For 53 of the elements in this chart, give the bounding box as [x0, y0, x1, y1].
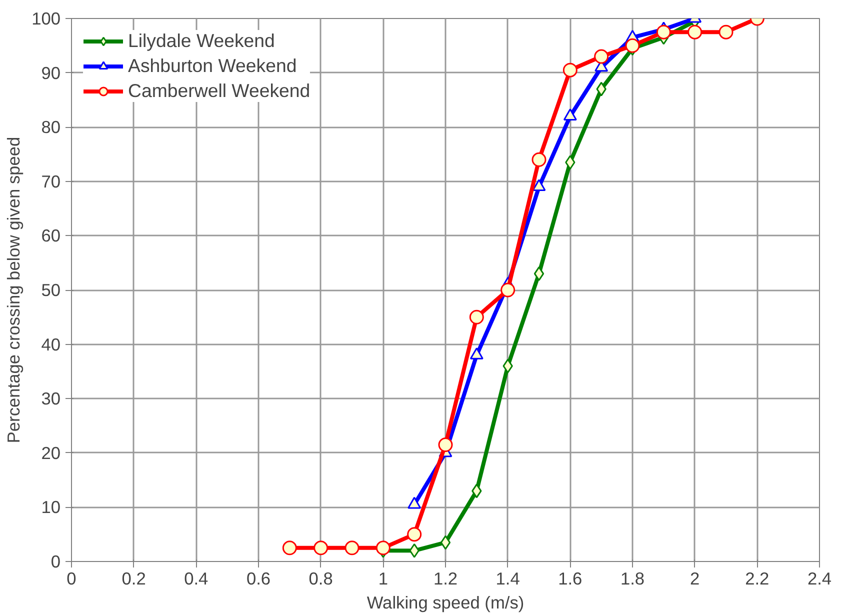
y-axis-title: Percentage crossing below given speed	[4, 136, 24, 444]
y-tick-label: 70	[41, 171, 61, 192]
point	[534, 266, 544, 281]
legend-label: Camberwell Weekend	[128, 80, 310, 102]
x-tick-label: 0	[66, 568, 76, 588]
y-tick-label: 20	[41, 442, 61, 463]
x-tick-label: 0.4	[184, 568, 209, 588]
point	[594, 49, 609, 64]
point	[562, 62, 578, 78]
y-tick-label: 50	[41, 280, 61, 300]
point	[440, 535, 451, 550]
y-tick-label: 80	[41, 117, 61, 138]
y-tick-label: 60	[41, 226, 61, 246]
point	[565, 155, 576, 170]
x-tick-label: 0.6	[246, 568, 271, 588]
x-tick-label: 2.2	[745, 568, 770, 588]
point	[656, 24, 671, 40]
x-tick-label: 0.2	[122, 568, 146, 588]
x-tick-label: 2	[690, 568, 700, 588]
x-tick-label: 2.4	[807, 568, 832, 588]
point	[376, 540, 390, 556]
legend-label: Lilydale Weekend	[128, 30, 275, 52]
point	[344, 540, 360, 556]
x-axis-title: Walking speed (m/s)	[366, 592, 524, 612]
point	[596, 82, 606, 96]
point	[502, 358, 513, 374]
point	[282, 540, 297, 556]
point	[563, 108, 577, 120]
point	[718, 24, 734, 40]
y-tick-label: 10	[41, 497, 61, 518]
point	[472, 484, 482, 498]
point	[438, 438, 453, 452]
y-tick-label: 0	[50, 552, 61, 572]
x-tick-label: 1.4	[496, 568, 520, 588]
point	[532, 179, 546, 192]
point	[469, 310, 484, 324]
point	[532, 152, 546, 167]
y-tick-label: 90	[41, 62, 61, 83]
point	[407, 527, 422, 542]
point	[314, 540, 328, 556]
y-tick-label: 100	[32, 8, 61, 28]
x-tick-label: 0.8	[308, 568, 333, 588]
x-tick-label: 1	[378, 568, 388, 588]
legend-label: Ashburton Weekend	[128, 55, 297, 77]
y-tick-label: 40	[41, 334, 61, 354]
point	[688, 24, 702, 40]
x-tick-label: 1.8	[620, 568, 645, 588]
point	[409, 543, 420, 558]
x-tick-label: 1.6	[558, 568, 582, 588]
y-tick-label: 30	[41, 388, 61, 409]
x-tick-label: 1.2	[433, 568, 458, 588]
point	[625, 38, 640, 53]
point	[500, 282, 516, 298]
